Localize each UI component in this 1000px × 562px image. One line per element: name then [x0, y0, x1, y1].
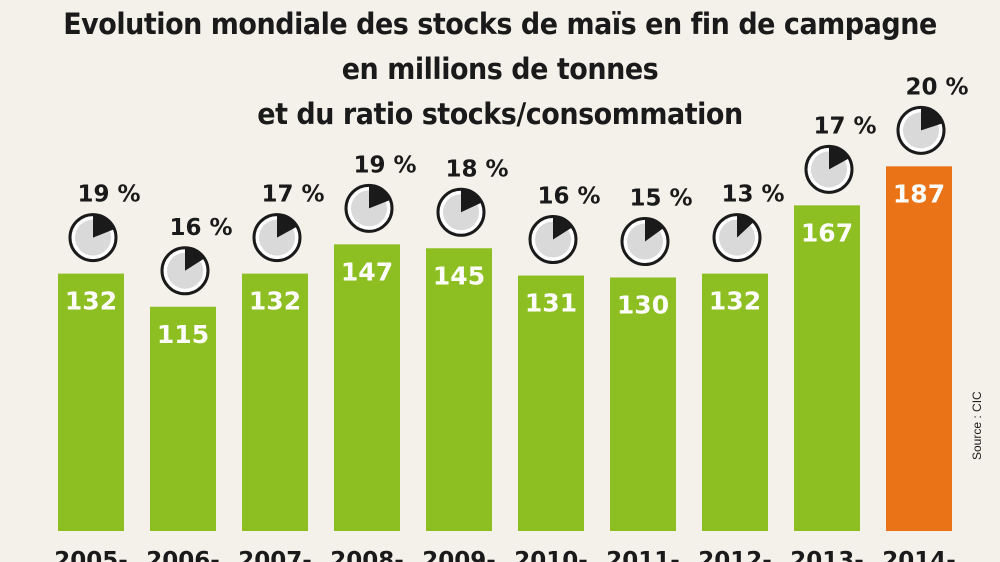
category-label: 2013-	[790, 548, 864, 562]
value-label: 187	[893, 179, 945, 208]
ratio-label: 16 %	[169, 215, 232, 241]
category-label: 2005-	[54, 548, 128, 562]
bar-2008-	[334, 244, 400, 531]
category-label: 2007-	[238, 548, 312, 562]
ratio-pie-slice	[553, 216, 573, 240]
category-label: 2011-	[606, 548, 680, 562]
category-label: 2008-	[330, 548, 404, 562]
ratio-pie-slice	[645, 218, 664, 242]
value-label: 132	[65, 287, 117, 316]
ratio-label: 16 %	[537, 184, 600, 210]
category-label: 2014-	[882, 548, 956, 562]
ratio-pie-slice	[921, 107, 943, 131]
value-label: 132	[249, 287, 301, 316]
category-label: 2009-	[422, 548, 496, 562]
bar-2012-	[702, 273, 768, 531]
source-note: Source : CIC	[970, 391, 984, 460]
ratio-label: 15 %	[629, 186, 692, 212]
ratio-label: 19 %	[77, 182, 140, 208]
chart-title: Evolution mondiale des stocks de maïs en…	[35, 2, 965, 137]
bar-2009-	[426, 248, 492, 531]
value-label: 145	[433, 261, 485, 290]
ratio-label: 17 %	[813, 113, 876, 139]
ratio-pie-slice	[185, 247, 205, 271]
ratio-pie-slice	[461, 189, 482, 213]
category-label: 2006-	[146, 548, 220, 562]
bar-2011-	[610, 277, 676, 531]
title-line-1: Evolution mondiale des stocks de maïs en…	[63, 7, 937, 41]
bar-2014-	[886, 166, 952, 531]
bar-2013-	[794, 205, 860, 531]
bar-2010-	[518, 275, 584, 531]
ratio-pie-slice	[93, 214, 115, 238]
category-label: 2012-	[698, 548, 772, 562]
bar-2005-	[58, 273, 124, 531]
bar-2007-	[242, 273, 308, 531]
value-label: 131	[525, 289, 577, 318]
value-label: 167	[801, 218, 853, 247]
ratio-pie-slice	[829, 146, 850, 170]
ratio-pie-slice	[737, 214, 754, 238]
value-label: 130	[617, 291, 669, 320]
title-line-2: en millions de tonnes	[341, 52, 659, 86]
bar-2006-	[150, 306, 216, 531]
ratio-label: 13 %	[721, 182, 784, 208]
ratio-label: 17 %	[261, 182, 324, 208]
ratio-label: 20 %	[905, 74, 968, 100]
title-line-3: et du ratio stocks/consommation	[257, 97, 743, 131]
value-label: 115	[157, 320, 209, 349]
ratio-pie-slice	[277, 214, 298, 238]
ratio-pie-slice	[369, 185, 391, 209]
value-label: 147	[341, 257, 393, 286]
ratio-label: 18 %	[445, 156, 508, 182]
ratio-label: 19 %	[353, 152, 416, 178]
value-label: 132	[709, 287, 761, 316]
category-label: 2010-	[514, 548, 588, 562]
